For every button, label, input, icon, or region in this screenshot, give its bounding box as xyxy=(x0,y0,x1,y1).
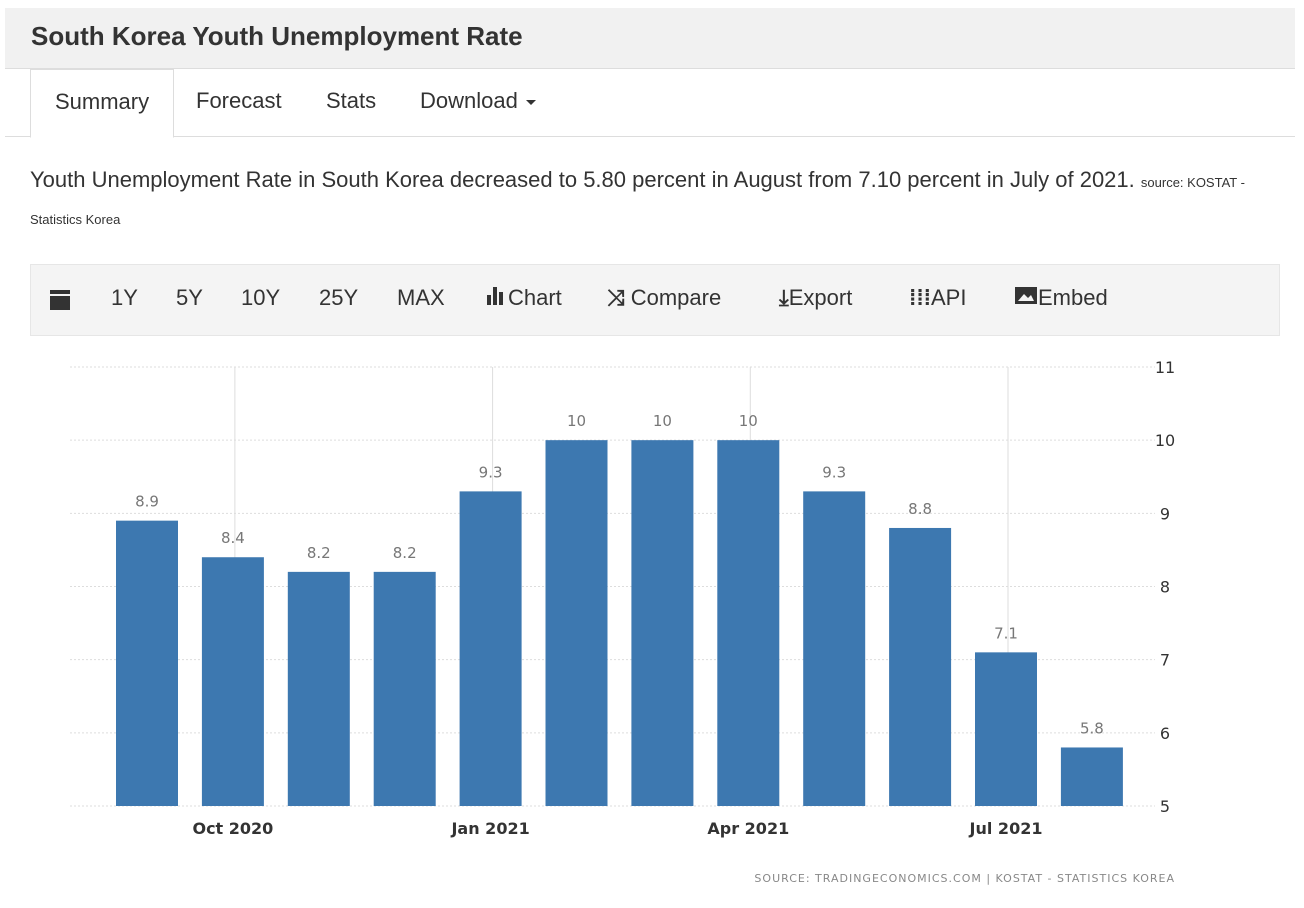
embed-label: Embed xyxy=(1038,285,1108,310)
range-10y[interactable]: 10Y xyxy=(241,285,281,310)
y-tick-label: 8 xyxy=(1160,578,1170,597)
description: Youth Unemployment Rate in South Korea d… xyxy=(30,163,1290,237)
api-button[interactable]: ⁞⁞⁞API xyxy=(909,285,966,311)
bar-jan-2021 xyxy=(459,491,522,806)
data-label: 8.2 xyxy=(307,544,331,562)
data-label: 8.9 xyxy=(135,493,159,511)
data-label: 9.3 xyxy=(479,463,503,481)
data-label: 10 xyxy=(739,412,758,430)
data-label: 8.2 xyxy=(393,544,417,562)
data-label: 9.3 xyxy=(822,463,846,481)
bar-feb-2021 xyxy=(545,440,608,806)
tab-download[interactable]: Download xyxy=(396,69,560,135)
bar-chart-icon xyxy=(487,287,503,305)
grid-icon: ⁞⁞⁞ xyxy=(909,285,931,310)
bar-mar-2021 xyxy=(631,440,694,806)
data-label: 8.8 xyxy=(908,500,932,518)
tab-stats[interactable]: Stats xyxy=(326,88,377,113)
caret-down-icon xyxy=(525,99,536,105)
export-button[interactable]: ⤓Export xyxy=(779,285,852,311)
bar-sep-2020 xyxy=(116,520,178,806)
bar-may-2021 xyxy=(803,491,866,806)
data-label: 10 xyxy=(653,412,672,430)
range-1y[interactable]: 1Y xyxy=(111,285,138,310)
data-label: 7.1 xyxy=(994,624,1018,642)
chart-label: Chart xyxy=(508,285,562,310)
range-max[interactable]: MAX xyxy=(397,285,445,310)
y-tick-label: 9 xyxy=(1160,504,1170,523)
tab-bar: Summary Forecast Stats Download xyxy=(5,69,1295,138)
x-tick-label: Jan 2021 xyxy=(450,819,529,838)
calendar-icon[interactable] xyxy=(49,287,71,317)
data-label: 10 xyxy=(567,412,586,430)
range-25y[interactable]: 25Y xyxy=(319,285,359,310)
bar-apr-2021 xyxy=(717,440,780,806)
y-tick-label: 7 xyxy=(1160,651,1170,670)
y-tick-label: 5 xyxy=(1160,797,1170,816)
y-tick-label: 11 xyxy=(1155,358,1175,377)
y-tick-label: 10 xyxy=(1155,431,1175,450)
range-5y[interactable]: 5Y xyxy=(176,285,203,310)
x-tick-label: Jul 2021 xyxy=(969,819,1043,838)
x-tick-label: Apr 2021 xyxy=(707,819,789,838)
x-tick-label: Oct 2020 xyxy=(192,819,273,838)
tab-download-label: Download xyxy=(420,88,518,113)
bar-chart: 5 6 7 8 9 10 11 Oct 2020 Jan 2021 Apr 2021 Jul 202… xyxy=(70,358,1175,885)
data-label: 5.8 xyxy=(1080,719,1104,737)
description-source: source: KOSTAT - Statistics Korea xyxy=(30,175,1245,227)
bar-oct-2020 xyxy=(201,557,264,806)
chart-toolbar: 1Y 5Y 10Y 25Y MAX Chart ⤨ Compare ⤓Expor… xyxy=(30,264,1280,336)
bar-nov-2020 xyxy=(287,571,350,806)
bar-aug-2021 xyxy=(1060,747,1123,806)
api-label: API xyxy=(930,285,967,310)
chart-button[interactable]: Chart xyxy=(486,285,562,311)
bar-jul-2021 xyxy=(975,652,1037,806)
chart-source: SOURCE: TRADINGECONOMICS.COM | KOSTAT - … xyxy=(754,872,1175,885)
embed-button[interactable]: Embed xyxy=(1014,285,1108,311)
description-text: Youth Unemployment Rate in South Korea d… xyxy=(30,167,1135,192)
bar-dec-2020 xyxy=(373,571,436,806)
compare-label: Compare xyxy=(630,285,722,310)
compare-button[interactable]: ⤨ Compare xyxy=(607,285,721,311)
page-title: South Korea Youth Unemployment Rate xyxy=(31,21,523,51)
data-label: 8.4 xyxy=(221,529,245,547)
image-icon xyxy=(1015,287,1037,304)
bar-jun-2021 xyxy=(889,527,952,806)
download-icon: ⤓ xyxy=(779,285,789,310)
tab-summary[interactable]: Summary xyxy=(30,69,175,138)
y-tick-label: 6 xyxy=(1160,724,1170,743)
title-bar: South Korea Youth Unemployment Rate xyxy=(5,8,1295,69)
shuffle-icon: ⤨ xyxy=(607,285,631,310)
export-label: Export xyxy=(788,285,853,310)
tab-forecast[interactable]: Forecast xyxy=(196,88,282,113)
